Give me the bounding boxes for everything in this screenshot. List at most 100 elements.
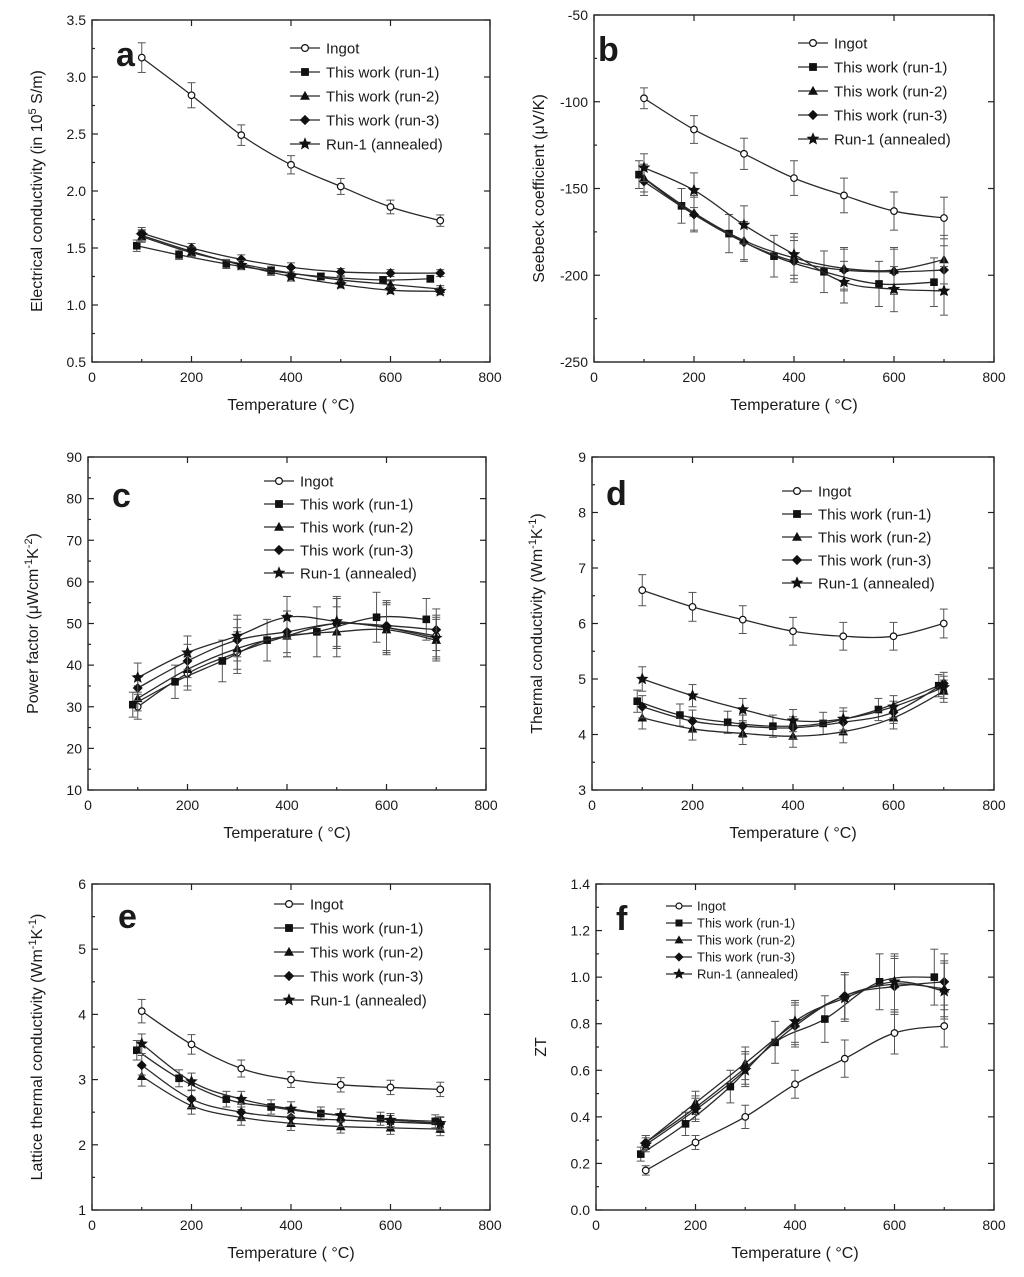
legend-marker xyxy=(285,924,293,932)
legend-label: This work (run-2) xyxy=(310,945,423,962)
data-point xyxy=(186,1094,197,1105)
data-point xyxy=(890,1029,899,1037)
data-point xyxy=(135,1037,149,1050)
y-tick-label: -50 xyxy=(568,7,588,23)
data-point xyxy=(132,1046,141,1055)
y-tick-label: 0.8 xyxy=(571,1016,591,1032)
legend-marker xyxy=(674,935,684,944)
legend-label: This work (run-1) xyxy=(300,497,413,514)
data-point xyxy=(386,203,395,211)
data-point xyxy=(887,282,901,295)
y-axis-label: Lattice thermal conductivity (Wm-1K-1) xyxy=(27,914,46,1181)
data-point xyxy=(436,216,445,225)
data-point xyxy=(372,613,381,622)
series-square xyxy=(132,239,435,284)
x-tick-label: 0 xyxy=(84,797,92,813)
y-axis-label: Thermal conductivity (Wm-1K-1) xyxy=(527,513,546,733)
data-point xyxy=(687,716,698,727)
x-tick-label: 800 xyxy=(478,1217,502,1233)
x-axis-label: Temperature ( °C) xyxy=(227,397,354,414)
data-point xyxy=(820,267,828,276)
legend-label: Run-1 (annealed) xyxy=(834,132,951,149)
series-square xyxy=(633,674,943,738)
legend-label: This work (run-3) xyxy=(310,969,423,986)
data-point xyxy=(171,677,179,686)
legend-label: This work (run-3) xyxy=(834,108,947,125)
x-tick-label: 200 xyxy=(681,797,705,813)
x-tick-label: 0 xyxy=(88,1217,96,1233)
y-tick-label: 4 xyxy=(78,1006,86,1022)
chart-svg-e: 0 200 400 600 800 1 2 3 4 5 6 Temperature ( °C) Latt… xyxy=(27,876,502,1262)
data-point xyxy=(218,657,227,665)
data-point xyxy=(185,1074,198,1087)
data-point xyxy=(175,251,183,259)
legend-label: Ingot xyxy=(697,899,726,914)
panel-letter: b xyxy=(598,31,619,69)
data-point xyxy=(939,619,948,628)
data-point xyxy=(791,1080,799,1089)
data-point xyxy=(738,1063,752,1076)
data-point xyxy=(267,1103,275,1111)
chart-panel-b: 0 200 400 600 800 -250 -200 -150 -100 -50 Temperat… xyxy=(512,0,1024,425)
y-tick-label: 0.4 xyxy=(571,1109,591,1125)
data-point xyxy=(336,1080,345,1089)
data-point xyxy=(875,280,883,288)
legend-label: Run-1 (annealed) xyxy=(818,576,935,593)
y-tick-label: -150 xyxy=(560,181,588,197)
x-tick-label: 800 xyxy=(478,369,502,385)
y-tick-label: 1.2 xyxy=(571,923,591,939)
data-point xyxy=(287,160,295,169)
data-point xyxy=(287,1075,295,1084)
data-point xyxy=(128,700,137,709)
data-point xyxy=(840,1054,849,1063)
legend-marker xyxy=(791,554,803,566)
legend-marker xyxy=(272,566,286,579)
legend-marker xyxy=(674,952,684,962)
legend-marker xyxy=(675,919,683,927)
y-tick-label: 50 xyxy=(66,616,82,632)
data-point xyxy=(175,1074,183,1083)
y-tick-label: 1 xyxy=(78,1202,86,1218)
data-point xyxy=(681,1120,690,1128)
data-point xyxy=(840,191,848,200)
series-square xyxy=(132,1039,440,1129)
x-tick-label: 0 xyxy=(88,369,96,385)
y-tick-label: 8 xyxy=(578,505,586,521)
y-axis-label: Power factor (μWcm-1K-2) xyxy=(23,533,42,714)
legend-marker xyxy=(675,902,683,910)
data-point xyxy=(741,1112,750,1121)
data-point xyxy=(234,258,248,271)
x-tick-label: 800 xyxy=(982,1217,1006,1233)
legend-label: This work (run-1) xyxy=(697,916,795,931)
y-tick-label: 1.5 xyxy=(67,240,87,256)
y-tick-label: 3.0 xyxy=(67,69,87,85)
data-point xyxy=(637,161,651,174)
data-point xyxy=(821,1015,829,1023)
data-point xyxy=(836,712,850,725)
series-circle-open xyxy=(137,42,445,227)
legend: Ingot This work (run-1) This work (run-2) T… xyxy=(782,484,935,593)
legend-label: This work (run-2) xyxy=(818,530,931,547)
y-tick-label: -100 xyxy=(560,94,588,110)
panel-letter: e xyxy=(118,898,137,936)
data-point xyxy=(940,1022,949,1030)
legend-label: Run-1 (annealed) xyxy=(310,993,427,1010)
legend-label: This work (run-1) xyxy=(834,60,947,77)
legend: Ingot This work (run-1) This work (run-2) T… xyxy=(274,897,427,1010)
y-tick-label: 1.4 xyxy=(571,876,591,892)
y-tick-label: 1.0 xyxy=(67,297,87,313)
data-point xyxy=(137,53,146,62)
y-tick-label: 7 xyxy=(578,560,586,576)
data-point xyxy=(334,1108,348,1121)
data-point xyxy=(185,244,198,257)
data-point xyxy=(940,214,948,222)
legend-label: Ingot xyxy=(310,897,344,914)
data-point xyxy=(937,284,951,297)
data-point xyxy=(422,615,431,624)
legend-marker xyxy=(673,967,685,979)
data-point xyxy=(436,1085,445,1094)
series-triangle xyxy=(136,230,446,293)
data-point xyxy=(687,183,701,196)
data-point xyxy=(335,266,346,277)
data-point xyxy=(433,284,447,297)
